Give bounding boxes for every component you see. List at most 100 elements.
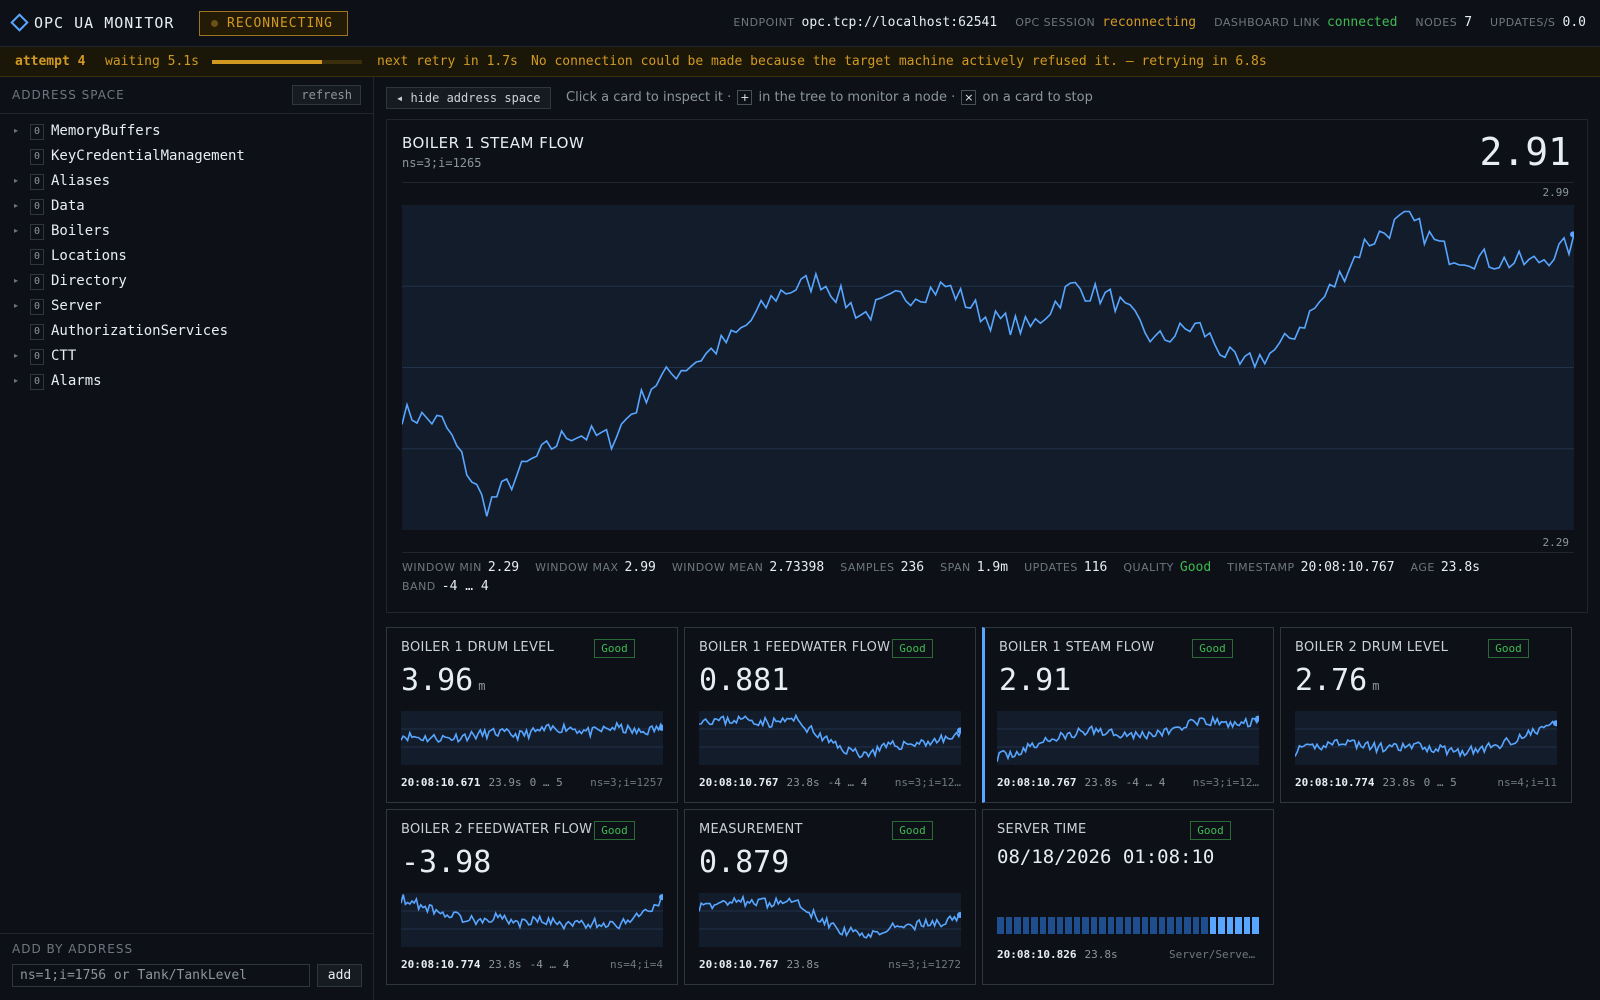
divider (402, 182, 1574, 183)
detail-stats: WINDOW MIN 2.29 WINDOW MAX 2.99 WINDOW MEAN 2… (402, 560, 1574, 594)
retry-error-message: No connection could be made because the … (531, 54, 1267, 69)
expand-caret-icon[interactable]: ▸ (14, 301, 19, 310)
server-datetime: 08/18/2026 01:08:10 (997, 846, 1215, 868)
header-stat-label: ENDPOINT (733, 16, 795, 29)
refresh-button[interactable]: refresh (292, 85, 361, 105)
card-age: 23.8s (1084, 776, 1118, 789)
time-tick (1141, 917, 1149, 934)
detail-stat-label: SPAN (940, 561, 971, 574)
monitor-card[interactable]: MEASUREMENT Good 0.879 20:08:10.767 23.8s ns=… (684, 809, 976, 985)
divider (402, 552, 1574, 553)
state-dot-icon (211, 20, 218, 27)
time-tick (1014, 917, 1021, 934)
expand-caret-icon[interactable]: ▸ (14, 351, 19, 360)
tree-node-label: Boilers (51, 223, 111, 239)
monitor-card[interactable]: BOILER 2 FEEDWATER FLOW Good -3.98 20:08:10… (386, 809, 678, 985)
header-stat-value: connected (1326, 15, 1398, 30)
detail-stat-label: WINDOW MIN (402, 561, 482, 574)
retry-next: next retry in 1.7s (377, 54, 518, 69)
quality-badge: Good (1192, 639, 1233, 658)
tree-node[interactable]: 0 AuthorizationServices (0, 320, 374, 345)
tree-node-label: KeyCredentialManagement (51, 148, 245, 164)
monitor-card[interactable]: BOILER 2 DRUM LEVEL Good 2.76 m 20:08:10.774… (1280, 627, 1572, 803)
expand-caret-icon[interactable]: ▸ (14, 126, 19, 135)
tree-node[interactable]: ▸ 0 Directory (0, 270, 374, 295)
hide-address-space-button[interactable]: ◂ hide address space (386, 87, 551, 109)
server-time-card[interactable]: SERVER TIME Good 08/18/2026 01:08:10 20:08:… (982, 809, 1274, 985)
card-node-id: ns=3;i=1272 (888, 958, 961, 971)
detail-node-id: ns=3;i=1265 (402, 156, 482, 170)
header-stat-label: DASHBOARD LINK (1214, 16, 1320, 29)
card-value: 0.881 (699, 663, 789, 698)
retry-banner: attempt 4 waiting 5.1s next retry in 1.7… (0, 47, 1600, 77)
expand-caret-icon[interactable]: ▸ (14, 176, 19, 185)
card-title: BOILER 2 DRUM LEVEL (1295, 640, 1449, 655)
expand-caret-icon[interactable]: ▸ (14, 276, 19, 285)
detail-trend-chart (402, 205, 1574, 530)
namespace-badge: 0 (30, 374, 44, 390)
tree-node[interactable]: ▸ 0 Aliases (0, 170, 374, 195)
add-button[interactable]: add (317, 964, 362, 987)
monitor-card[interactable]: BOILER 1 DRUM LEVEL Good 3.96 m 20:08:10.671… (386, 627, 678, 803)
card-age: 23.8s (488, 958, 522, 971)
tree-node-label: Server (51, 298, 102, 314)
detail-stat-value: 2.99 (624, 560, 656, 575)
header-stat-value: opc.tcp://localhost:62541 (801, 15, 998, 30)
add-by-address: ADD BY ADDRESS add (0, 933, 374, 1000)
tree-node[interactable]: ▸ 0 Boilers (0, 220, 374, 245)
hint-text-3: on a card to stop (982, 90, 1093, 105)
hint-text-1: Click a card to inspect it · (566, 90, 732, 105)
card-value-number: 0.879 (699, 845, 790, 880)
time-tick (1039, 917, 1047, 934)
tree-node[interactable]: ▸ 0 Server (0, 295, 374, 320)
time-tick (1107, 917, 1115, 934)
card-node-id: ns=4;i=4 (610, 958, 663, 971)
card-value-number: 2.91 (999, 663, 1072, 698)
tree-node[interactable]: ▸ 0 CTT (0, 345, 374, 370)
quality-badge: Good (892, 821, 933, 840)
header-stat-value: 0.0 (1562, 15, 1586, 30)
quality-badge: Good (892, 639, 933, 658)
sidebar-header: ADDRESS SPACE refresh (0, 77, 374, 114)
address-input[interactable] (12, 964, 310, 987)
tree-node[interactable]: 0 Locations (0, 245, 374, 270)
card-node-id: ns=4;i=11 (1497, 776, 1557, 789)
expand-caret-icon[interactable]: ▸ (14, 376, 19, 385)
trend-line (997, 714, 1259, 762)
trend-line (401, 894, 663, 931)
detail-panel: BOILER 1 STEAM FLOW ns=3;i=1265 2.91 2.9… (386, 119, 1588, 613)
tree-node[interactable]: 0 KeyCredentialManagement (0, 145, 374, 170)
diamond-logo-icon (10, 13, 29, 32)
usage-hint: Click a card to inspect it · + in the tr… (566, 90, 1093, 105)
retry-attempt: attempt 4 (15, 54, 86, 69)
monitor-card[interactable]: BOILER 1 FEEDWATER FLOW Good 0.881 20:08:10… (684, 627, 976, 803)
latest-point (659, 724, 663, 731)
tree-node[interactable]: ▸ 0 Alarms (0, 370, 374, 395)
card-timestamp: 20:08:10.767 (699, 776, 779, 789)
tree-node-label: CTT (51, 348, 77, 364)
detail-stat: WINDOW MEAN 2.73398 (672, 560, 824, 575)
time-tick (1218, 917, 1225, 934)
detail-y-max-label: 2.99 (1542, 186, 1570, 199)
detail-stat-value: 20:08:10.767 (1300, 560, 1395, 575)
time-tick (1209, 917, 1217, 934)
header-stat-value: reconnecting (1102, 15, 1197, 30)
tree-node[interactable]: ▸ 0 MemoryBuffers (0, 120, 374, 145)
time-tick (1243, 917, 1251, 934)
detail-stat: BAND -4 … 4 (402, 579, 489, 594)
trend-line (699, 713, 961, 759)
detail-stat: AGE 23.8s (1411, 560, 1480, 575)
close-key-icon: × (961, 90, 977, 105)
time-tick (1099, 917, 1106, 934)
detail-stat: WINDOW MAX 2.99 (535, 560, 656, 575)
card-footer: 20:08:10.671 23.9s 0 … 5 ns=3;i=1257 (401, 776, 663, 789)
add-by-address-title: ADD BY ADDRESS (12, 942, 134, 956)
expand-caret-icon[interactable]: ▸ (14, 226, 19, 235)
retry-waiting: waiting 5.1s (105, 54, 199, 69)
card-sparkline (401, 711, 663, 765)
card-title: BOILER 1 STEAM FLOW (999, 640, 1155, 655)
expand-caret-icon[interactable]: ▸ (14, 201, 19, 210)
monitor-card[interactable]: BOILER 1 STEAM FLOW Good 2.91 20:08:10.767 2… (982, 627, 1274, 803)
tree-node[interactable]: ▸ 0 Data (0, 195, 374, 220)
detail-stat-label: SAMPLES (840, 561, 895, 574)
